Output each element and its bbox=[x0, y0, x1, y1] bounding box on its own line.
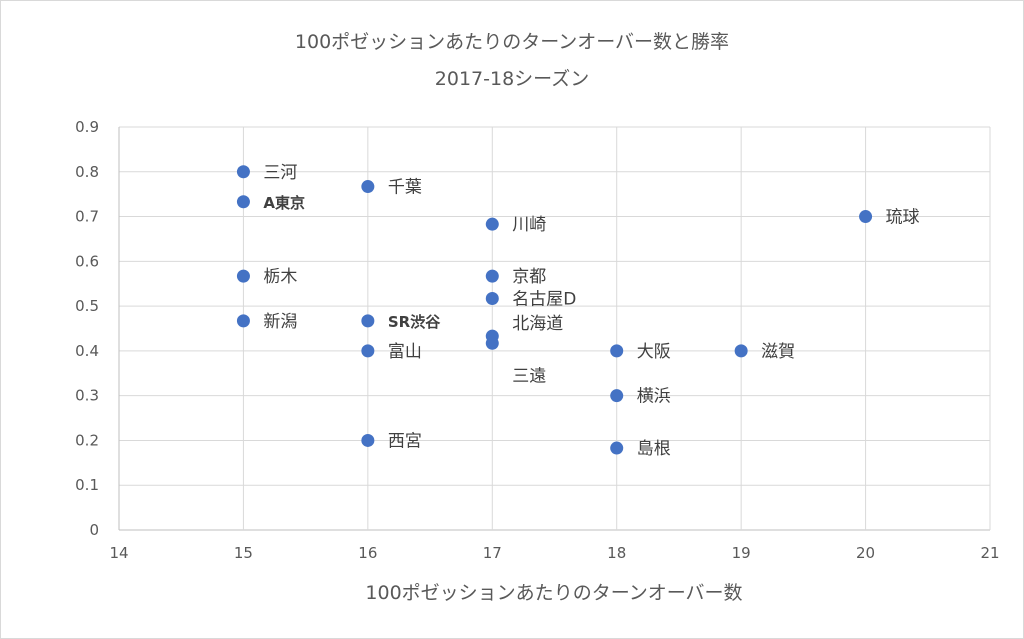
x-tick-label: 15 bbox=[234, 544, 253, 562]
data-point bbox=[485, 217, 499, 231]
data-label: 琉球 bbox=[886, 208, 920, 228]
x-tick-label: 21 bbox=[980, 544, 999, 562]
y-tick-label: 0 bbox=[89, 521, 99, 539]
x-tick-label: 18 bbox=[607, 544, 626, 562]
data-point bbox=[236, 195, 250, 209]
data-points bbox=[236, 165, 873, 455]
data-label: 横浜 bbox=[637, 387, 671, 407]
data-label: 千葉 bbox=[388, 178, 422, 198]
x-tick-label: 16 bbox=[358, 544, 377, 562]
data-point bbox=[236, 314, 250, 328]
x-axis-title: 100ポゼッションあたりのターンオーバー数 bbox=[365, 582, 742, 604]
data-point bbox=[361, 344, 375, 358]
y-tick-label: 0.3 bbox=[75, 387, 99, 405]
data-label: 新潟 bbox=[263, 312, 297, 332]
data-label: 西宮 bbox=[388, 431, 422, 451]
data-label: SR渋谷 bbox=[388, 313, 441, 331]
data-label: 三河 bbox=[263, 163, 297, 183]
data-label: 富山 bbox=[388, 342, 422, 362]
gridlines bbox=[118, 126, 991, 531]
data-point bbox=[734, 344, 748, 358]
data-point bbox=[361, 433, 375, 447]
y-tick-label: 0.6 bbox=[75, 252, 99, 270]
tick-labels: 0 0.1 0.2 0.3 0.4 0.5 0.6 0.7 0.8 0.9 14 15 16 17 18 19… bbox=[75, 118, 999, 562]
y-tick-label: 0.5 bbox=[75, 297, 99, 315]
data-point bbox=[859, 210, 873, 224]
x-tick-label: 20 bbox=[856, 544, 875, 562]
y-tick-label: 0.1 bbox=[75, 476, 99, 494]
data-point bbox=[236, 269, 250, 283]
data-label: 滋賀 bbox=[761, 342, 795, 362]
data-label: 名古屋D bbox=[512, 289, 576, 309]
data-label: 三遠 bbox=[512, 366, 546, 386]
data-point bbox=[361, 180, 375, 194]
x-tick-label: 19 bbox=[732, 544, 751, 562]
y-tick-label: 0.9 bbox=[75, 118, 99, 136]
y-tick-label: 0.4 bbox=[75, 342, 99, 360]
data-point bbox=[485, 336, 499, 350]
data-point bbox=[610, 441, 624, 455]
chart-title: 100ポゼッションあたりのターンオーバー数と勝率 bbox=[295, 31, 729, 53]
x-tick-label: 14 bbox=[109, 544, 128, 562]
data-point bbox=[485, 291, 499, 305]
data-label: 北海道 bbox=[512, 314, 563, 334]
data-point bbox=[485, 269, 499, 283]
data-label: 島根 bbox=[637, 439, 671, 459]
x-tick-label: 17 bbox=[483, 544, 502, 562]
y-tick-label: 0.2 bbox=[75, 431, 99, 449]
data-label: 京都 bbox=[512, 267, 546, 287]
data-point bbox=[610, 344, 624, 358]
y-tick-label: 0.8 bbox=[75, 163, 99, 181]
data-label: 大阪 bbox=[637, 342, 671, 362]
chart-subtitle: 2017-18シーズン bbox=[435, 68, 589, 90]
data-point bbox=[610, 389, 624, 403]
data-point bbox=[361, 314, 375, 328]
y-tick-label: 0.7 bbox=[75, 208, 99, 226]
data-label: A東京 bbox=[263, 194, 305, 212]
data-label: 栃木 bbox=[263, 267, 297, 287]
data-point bbox=[236, 165, 250, 179]
data-label: 川崎 bbox=[512, 215, 546, 235]
